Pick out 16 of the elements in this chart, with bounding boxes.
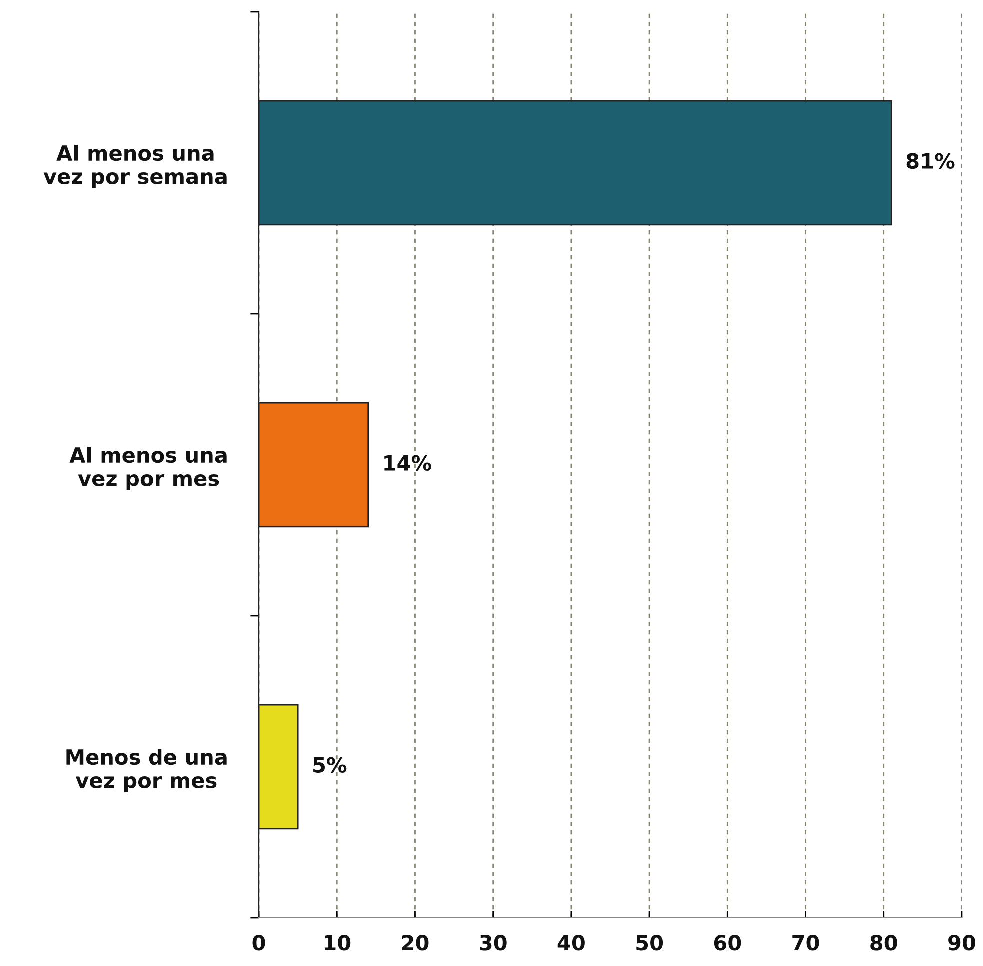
y-tick-label: Al menos una vez por mes xyxy=(70,446,227,490)
x-tick-label: 70 xyxy=(792,935,820,951)
x-tick-label: 30 xyxy=(480,935,507,951)
data-label: 81% xyxy=(906,153,955,170)
x-tick-label: 90 xyxy=(948,935,976,951)
y-tick-label: Al menos una vez por semana xyxy=(44,144,227,188)
data-label: 5% xyxy=(314,757,347,774)
data-label: 14% xyxy=(384,455,432,472)
x-tick-label: 20 xyxy=(402,935,429,951)
x-tick-label: 50 xyxy=(636,935,664,951)
x-tick-label: 80 xyxy=(870,935,898,951)
x-tick-label: 10 xyxy=(324,935,351,951)
y-tick-label: Menos de una vez por mes xyxy=(66,748,227,792)
x-tick-label: 0 xyxy=(252,935,266,951)
x-tick-label: 40 xyxy=(558,935,585,951)
x-tick-label: 60 xyxy=(714,935,742,951)
